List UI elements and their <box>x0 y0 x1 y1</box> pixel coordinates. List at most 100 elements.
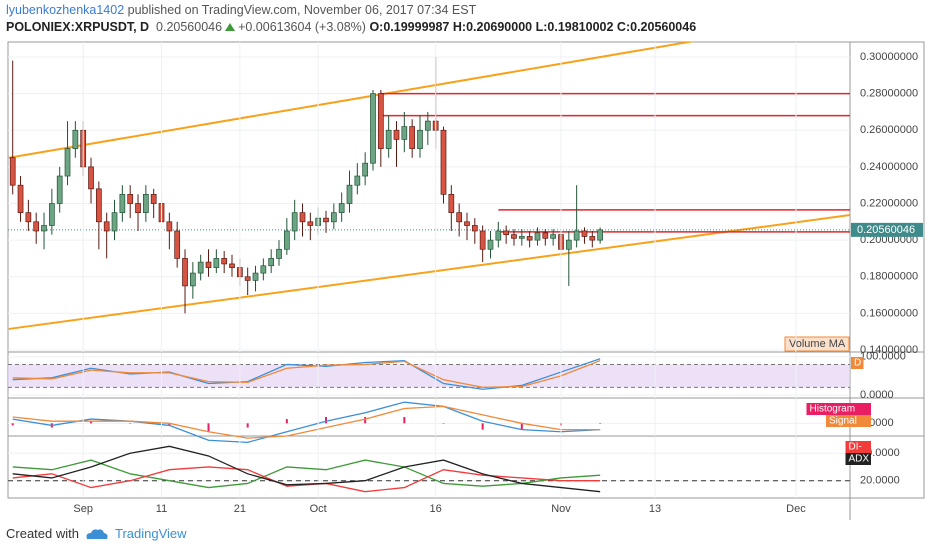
trendline <box>8 214 850 330</box>
volume-tag <box>784 336 850 352</box>
candle-body <box>276 248 282 259</box>
candle-body <box>56 175 63 204</box>
last-price-label: 0.20560046 <box>857 224 915 236</box>
candle-body <box>182 258 188 287</box>
hist-bar <box>520 423 523 430</box>
legend-tag <box>851 357 864 369</box>
y-tick-label: 20.0000 <box>860 475 900 487</box>
high: H:0.20690000 <box>452 20 533 34</box>
x-tick-label: Oct <box>310 503 327 515</box>
candle-body <box>205 261 212 268</box>
candle-body <box>479 230 486 250</box>
candle-body <box>346 184 353 204</box>
hist-bar <box>129 423 132 424</box>
x-tick-label: Sep <box>73 503 93 515</box>
candle-body <box>354 175 361 186</box>
candle-body <box>417 129 423 149</box>
y-tick-label: 0.28000000 <box>860 88 918 100</box>
y-tick-label: 0.18000000 <box>860 271 918 283</box>
candle-body <box>244 276 251 281</box>
up-arrow <box>225 23 236 31</box>
series-line <box>12 401 601 443</box>
candle-body <box>401 126 408 140</box>
candle-body <box>424 120 431 131</box>
x-tick-label: 13 <box>649 503 661 515</box>
candle-body <box>72 129 79 149</box>
hist-bar <box>168 423 171 426</box>
last: 0.20560046 <box>156 20 223 34</box>
x-tick-label: 11 <box>156 503 167 515</box>
low: L:0.19810002 <box>535 20 614 34</box>
hist-bar <box>481 423 484 430</box>
candle-body <box>260 265 267 274</box>
brand: TradingView <box>114 526 187 541</box>
hist-bar <box>325 416 328 424</box>
candle-body <box>440 129 447 195</box>
legend-tag <box>806 403 871 415</box>
candle-body <box>166 221 173 232</box>
hist-bar <box>442 423 445 424</box>
candle-body <box>377 93 384 149</box>
logo <box>86 528 108 539</box>
x-tick-label: Dec <box>786 503 806 515</box>
candle-body <box>409 126 416 149</box>
legend-tag <box>845 453 871 465</box>
hist-bar <box>599 423 602 424</box>
candle-body <box>221 258 228 265</box>
hist-bar <box>90 421 93 424</box>
candle-body <box>370 93 376 164</box>
candle-body <box>150 193 157 204</box>
y-tick-label: 0.20000000 <box>860 234 918 246</box>
candle-body <box>96 188 102 223</box>
candle-body <box>252 272 259 281</box>
x-tick-label: 21 <box>234 503 246 515</box>
header-line-1: lyubenkozhenka1402 published on TradingV… <box>6 2 696 19</box>
candle-body <box>41 225 47 232</box>
candle-body <box>542 232 549 239</box>
hist-bar <box>285 419 288 424</box>
candle-body <box>518 236 525 239</box>
candle-body <box>283 230 290 250</box>
published: published on TradingView.com, November 0… <box>127 3 477 17</box>
y-tick-label: 0.16000000 <box>860 307 918 319</box>
legend-label: ADX <box>849 454 870 465</box>
candle-body <box>213 258 220 268</box>
candle-body <box>323 217 329 223</box>
legend-label: Histogram <box>810 404 856 415</box>
open: O:0.19999987 <box>369 20 450 34</box>
candle-body <box>174 230 181 259</box>
candle-body <box>229 263 235 268</box>
series-line <box>12 360 601 388</box>
series-line <box>12 445 601 493</box>
candle-body <box>487 239 494 250</box>
y-tick-label: 0.24000000 <box>860 161 918 173</box>
volume-label: Volume MA <box>789 338 846 350</box>
candle-body <box>565 239 572 250</box>
candle-body <box>64 148 71 177</box>
candle-body <box>581 230 588 237</box>
author: lyubenkozhenka1402 <box>6 3 125 17</box>
y-tick-label: 0.30000000 <box>860 51 918 63</box>
candle-body <box>385 129 392 149</box>
candle-body <box>534 232 541 241</box>
header: lyubenkozhenka1402 published on TradingV… <box>6 2 696 36</box>
candle-body <box>338 203 345 214</box>
change: +0.00613604 (+3.08%) <box>238 20 366 34</box>
candle-body <box>268 258 275 267</box>
series-line <box>12 405 601 439</box>
y-tick-label: 0.0000 <box>860 389 894 401</box>
candle-body <box>25 212 32 223</box>
legend-tag <box>845 441 871 453</box>
candle-body <box>456 212 463 223</box>
candle-body <box>143 193 149 214</box>
candle-body <box>589 236 596 241</box>
plot <box>8 42 850 330</box>
x-tick-label: 16 <box>430 503 442 515</box>
x-tick-label: Nov <box>551 503 571 515</box>
trendline <box>8 42 695 159</box>
candle-body <box>448 193 455 214</box>
candle-body <box>511 234 517 239</box>
candle-body <box>17 184 24 214</box>
y-tick-label: 0.22000000 <box>860 197 918 209</box>
